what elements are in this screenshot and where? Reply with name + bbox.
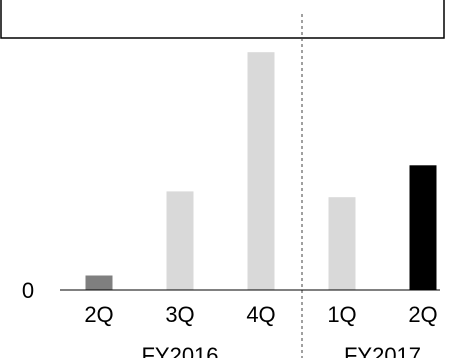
bar-4q-2 [247, 52, 275, 291]
bar-2q-0 [85, 275, 113, 290]
x-tick-label: 2Q [408, 302, 437, 327]
group-label: FY2016 [141, 343, 218, 358]
x-tick-label: 4Q [246, 302, 275, 327]
y-tick-label: 0 [22, 278, 34, 303]
header-box [0, 0, 445, 39]
group-label: FY2017 [344, 343, 421, 358]
bar-1q-3 [328, 197, 356, 290]
x-tick-label: 1Q [327, 302, 356, 327]
x-tick-label: 3Q [165, 302, 194, 327]
bar-3q-1 [166, 191, 194, 290]
bar-2q-4 [409, 165, 437, 290]
x-tick-label: 2Q [84, 302, 113, 327]
